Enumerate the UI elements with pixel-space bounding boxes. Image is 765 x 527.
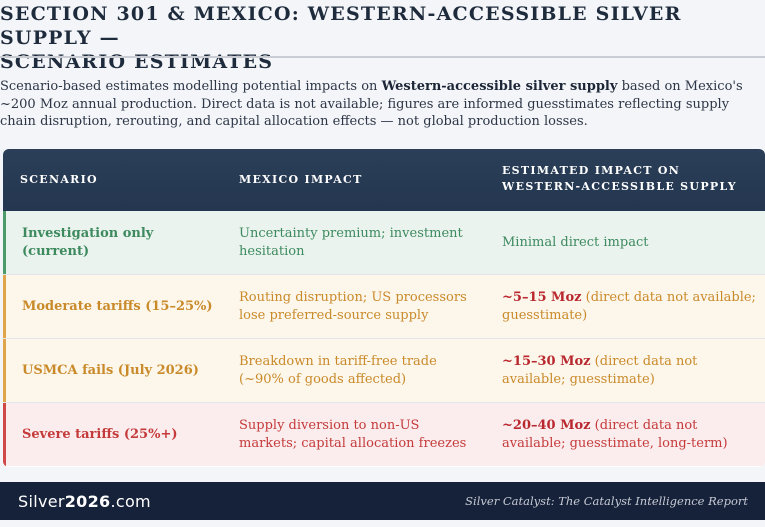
- estimate-text: ~15–30 Moz (direct data not available; g…: [502, 353, 764, 389]
- cell-scenario: Moderate tariffs (15–25%): [22, 298, 213, 314]
- header-scenario: SCENARIO: [20, 173, 98, 186]
- row-divider: [3, 274, 765, 275]
- intro-text-2: based on Mexico's ~200 Moz annual produc…: [0, 79, 743, 129]
- cell-western-impact: ~15–30 Moz (direct data not available; g…: [502, 339, 764, 402]
- cell-scenario: Severe tariffs (25%+): [22, 426, 178, 442]
- row-divider: [3, 402, 765, 403]
- estimate-range: ~15–30 Moz: [502, 353, 591, 369]
- page-title: SECTION 301 & MEXICO: WESTERN-ACCESSIBLE…: [0, 2, 765, 74]
- site-logo: Silver 2026 .com: [18, 482, 151, 520]
- cell-scenario: Investigation only (current): [22, 225, 154, 259]
- cell-mexico-impact: Uncertainty premium; investment hesitati…: [239, 225, 463, 259]
- estimate-note: (direct data not available; guesstimate,…: [502, 417, 728, 451]
- intro-emphasis: Western-accessible silver supply: [381, 79, 618, 94]
- estimate-text: ~20–40 Moz (direct data not available; g…: [502, 417, 764, 453]
- cell-mexico-impact: Routing disruption; US processors lose p…: [239, 289, 467, 323]
- title-divider: [0, 56, 765, 58]
- logo-text-suffix: .com: [110, 491, 151, 511]
- table-row: Moderate tariffs (15–25%) Routing disrupt…: [3, 275, 765, 338]
- header-mexico-impact: MEXICO IMPACT: [239, 173, 363, 186]
- page-title-line-1: SECTION 301 & MEXICO: WESTERN-ACCESSIBLE…: [0, 3, 682, 49]
- estimate-range: ~20–40 Moz: [502, 417, 591, 433]
- header-western-impact-line-2: WESTERN-ACCESSIBLE SUPPLY: [502, 180, 737, 193]
- cell-mexico-impact: Supply diversion to non-US markets; capi…: [239, 417, 467, 451]
- header-western-impact: ESTIMATED IMPACT ON WESTERN-ACCESSIBLE S…: [502, 163, 737, 195]
- footer-bar: Silver 2026 .com Silver Catalyst: The Cata…: [0, 482, 765, 520]
- logo-text-main: Silver: [18, 491, 65, 511]
- intro-text-1: Scenario-based estimates modelling poten…: [0, 79, 382, 94]
- scenario-table: SCENARIO MEXICO IMPACT ESTIMATED IMPACT …: [3, 149, 765, 467]
- table-row: USMCA fails (July 2026) Breakdown in tari…: [3, 339, 765, 402]
- header-western-impact-line-1: ESTIMATED IMPACT ON: [502, 164, 681, 177]
- cell-western-impact: ~20–40 Moz (direct data not available; g…: [502, 403, 764, 466]
- report-credit: Silver Catalyst: The Catalyst Intelligen…: [465, 494, 748, 508]
- logo-text-bold: 2026: [64, 491, 111, 511]
- table-row: Severe tariffs (25%+) Supply diversion to…: [3, 403, 765, 466]
- cell-western-impact: ~5–15 Moz (direct data not available; gu…: [502, 275, 764, 338]
- estimate-text: Minimal direct impact: [502, 234, 648, 252]
- row-divider: [3, 338, 765, 339]
- cell-western-impact: Minimal direct impact: [502, 211, 764, 274]
- estimate-range: ~5–15 Moz: [502, 289, 582, 305]
- intro-paragraph: Scenario-based estimates modelling poten…: [0, 78, 760, 131]
- estimate-text: ~5–15 Moz (direct data not available; gu…: [502, 289, 764, 325]
- cell-mexico-impact: Breakdown in tariff-free trade (~90% of …: [239, 353, 437, 387]
- table-header: SCENARIO MEXICO IMPACT ESTIMATED IMPACT …: [3, 149, 765, 211]
- cell-scenario: USMCA fails (July 2026): [22, 362, 199, 378]
- page-title-line-2: SCENARIO ESTIMATES: [0, 51, 274, 73]
- estimate-note: (direct data not available; guesstimate): [502, 353, 698, 387]
- table-row: Investigation only (current) Uncertainty …: [3, 211, 765, 274]
- estimate-note: (direct data not available; guesstimate): [502, 289, 756, 323]
- estimate-note: Minimal direct impact: [502, 234, 649, 250]
